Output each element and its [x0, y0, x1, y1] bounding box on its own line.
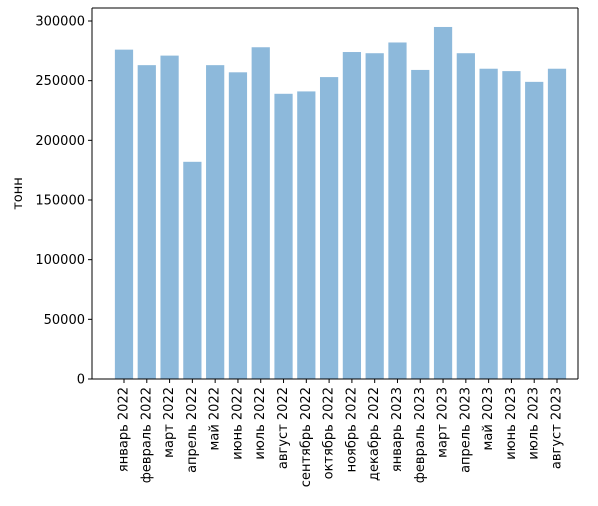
x-tick-label: январь 2023 [390, 387, 405, 472]
bars-group [114, 26, 567, 380]
bar [502, 71, 521, 380]
bar [183, 161, 202, 379]
y-tick-label: 0 [77, 373, 85, 388]
bar [479, 68, 498, 379]
bar [319, 77, 339, 379]
y-ticks-group: 0 50000 100000 150000 200000 250000 300000 [35, 15, 92, 388]
bar [411, 69, 430, 380]
x-tick-label: апрель 2022 [185, 387, 200, 473]
x-tick-label: февраль 2023 [413, 387, 428, 483]
x-tick-label: июль 2022 [253, 387, 268, 460]
x-tick-label: июль 2023 [527, 387, 542, 460]
x-tick-label: сентябрь 2022 [299, 387, 314, 487]
x-tick-label: июнь 2022 [230, 387, 245, 460]
y-tick-label: 200000 [35, 134, 85, 149]
x-tick-label: февраль 2022 [139, 387, 154, 483]
x-tick-label: январь 2022 [117, 387, 132, 472]
x-tick-label: декабрь 2022 [367, 387, 382, 481]
bar [114, 49, 134, 379]
bar [365, 53, 384, 379]
x-tick-label: март 2022 [162, 387, 177, 458]
y-tick-label: 300000 [35, 15, 85, 30]
bar [456, 53, 475, 379]
bar [228, 72, 248, 379]
y-tick-label: 50000 [44, 313, 85, 328]
bar [342, 52, 362, 379]
bar [137, 65, 156, 380]
bar [160, 55, 179, 380]
x-tick-label: май 2022 [208, 387, 223, 450]
bar [251, 47, 270, 379]
bar [206, 65, 225, 380]
x-tick-label: ноябрь 2022 [344, 387, 359, 472]
x-tick-label: март 2023 [436, 387, 451, 458]
bar [547, 68, 567, 379]
y-tick-label: 250000 [35, 74, 85, 89]
x-tick-label: август 2023 [550, 387, 565, 469]
x-tick-label: август 2022 [276, 387, 291, 469]
bar [388, 42, 407, 379]
x-tick-label: октябрь 2022 [322, 387, 337, 479]
x-tick-label: апрель 2023 [458, 387, 473, 473]
y-axis-label: тонн [11, 177, 26, 210]
y-tick-label: 100000 [35, 253, 85, 268]
bar [297, 91, 316, 379]
y-tick-label: 150000 [35, 194, 85, 209]
bar [433, 26, 453, 379]
bar [525, 81, 544, 380]
x-tick-label: июнь 2023 [504, 387, 519, 460]
x-tick-label: май 2023 [481, 387, 496, 450]
x-ticks-group: январь 2022 февраль 2022 март 2022 апрель 2… [117, 379, 565, 487]
axes-group [91, 7, 579, 380]
bar [274, 93, 293, 379]
